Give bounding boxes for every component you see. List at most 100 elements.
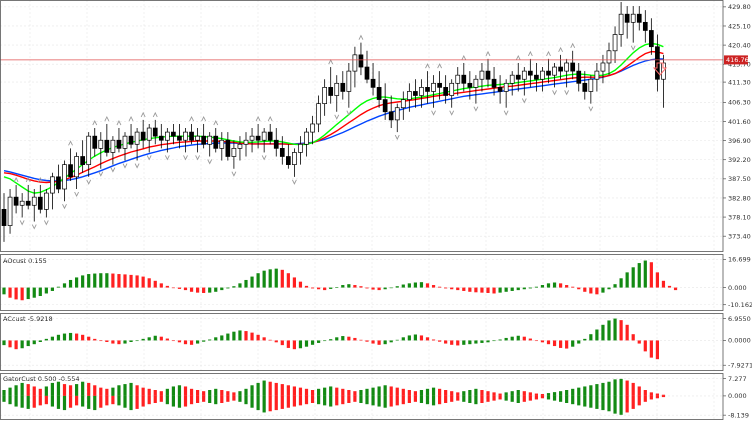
gator-bar xyxy=(643,395,647,402)
ac-bar xyxy=(165,338,169,341)
gator-bar xyxy=(32,395,36,408)
ac-bar xyxy=(510,336,514,341)
ac-bar xyxy=(310,340,315,345)
gator-bar xyxy=(480,395,484,403)
gator-bar xyxy=(147,395,151,405)
bear-candle xyxy=(576,70,582,84)
ac-bar xyxy=(286,340,290,348)
gator-bar xyxy=(353,391,357,396)
fractal-up-icon xyxy=(25,176,31,183)
bull-candle xyxy=(249,135,255,141)
ao-bar xyxy=(389,287,393,289)
gator-bar xyxy=(546,393,551,396)
gator-bar xyxy=(389,386,393,396)
fractal-up-icon xyxy=(267,115,273,122)
gator-bar xyxy=(401,395,405,405)
ac-frame xyxy=(0,313,724,371)
fractal-up-icon xyxy=(13,176,19,183)
ao-bar xyxy=(383,287,387,290)
price-tick-label: 429.80 xyxy=(728,3,751,11)
ac-bar xyxy=(141,338,145,341)
gator-bar xyxy=(56,395,61,409)
ac-bar xyxy=(38,340,42,342)
ao-bar xyxy=(347,284,351,288)
ac-bar xyxy=(105,340,109,342)
ac-bar xyxy=(601,324,605,341)
bull-candle xyxy=(419,87,424,96)
ao-bar xyxy=(129,274,133,288)
price-tick-label: 387.50 xyxy=(728,175,751,183)
gator-bar xyxy=(26,395,30,409)
ao-bar xyxy=(565,285,569,288)
bear-candle xyxy=(636,13,642,23)
fractal-up-icon xyxy=(437,63,443,69)
ao-bar xyxy=(202,287,206,293)
ac-bar xyxy=(401,337,405,341)
bull-candle xyxy=(292,152,297,165)
gator-bar xyxy=(468,390,472,396)
gator-bar xyxy=(522,391,526,396)
gator-bar xyxy=(583,395,587,407)
bear-candle xyxy=(497,87,503,92)
gator-bar xyxy=(196,395,200,403)
gator-bar xyxy=(589,385,593,396)
current-price-box: 416.76 xyxy=(724,55,749,65)
ac-bar xyxy=(613,318,617,341)
ac-bar xyxy=(347,336,351,341)
ac-bar xyxy=(274,340,278,343)
bull-candle xyxy=(352,54,358,72)
price-tick-label: 392.20 xyxy=(728,156,751,164)
gator-bar xyxy=(559,391,563,396)
gator-bar xyxy=(20,382,24,396)
bear-candle xyxy=(68,164,73,178)
bear-candle xyxy=(286,156,291,165)
gator-bar xyxy=(546,395,551,400)
ac-panel[interactable]: ACcust -5.9218 6.9550 0.0000 -7.9271 xyxy=(0,313,752,371)
gator-bar xyxy=(38,388,42,396)
ma-blue-line xyxy=(3,58,664,182)
gator-bar xyxy=(196,390,200,396)
gator-bar xyxy=(438,388,442,396)
ac-bar xyxy=(480,340,484,343)
gator-bar xyxy=(298,387,303,396)
ao-bar xyxy=(32,287,36,298)
ac-title: ACcust -5.9218 xyxy=(3,315,53,323)
gator-bar xyxy=(462,395,466,402)
gator-bar xyxy=(534,395,538,400)
ao-bar xyxy=(583,287,587,292)
gator-bar xyxy=(250,385,254,396)
ac-bar xyxy=(117,340,121,345)
ac-bar xyxy=(62,333,67,341)
candlesticks xyxy=(1,2,666,242)
ao-frame xyxy=(0,254,724,311)
fractal-down-icon xyxy=(98,171,104,177)
ac-bar xyxy=(135,340,139,342)
ac-bar xyxy=(20,340,24,349)
ac-bar xyxy=(226,333,230,341)
gator-bar xyxy=(75,395,79,406)
bear-candle xyxy=(437,82,442,88)
fractal-down-icon xyxy=(552,90,557,96)
ac-bar xyxy=(8,340,12,348)
price-panel[interactable]: 429.80 425.10 420.40 415.70 411.30 406.30 401.… xyxy=(0,0,751,252)
ao-panel[interactable]: AOcust 0.155 16.699 0.000 -10.162 xyxy=(0,254,752,311)
ac-bar xyxy=(425,337,430,341)
gator-bar xyxy=(56,381,61,396)
ac-bar xyxy=(32,340,36,345)
bear-candle xyxy=(546,70,551,76)
gator-bar xyxy=(2,395,6,402)
ac-bar xyxy=(444,340,448,344)
bear-candle xyxy=(413,91,418,96)
gator-bar xyxy=(571,388,575,396)
gator-bar xyxy=(589,395,593,408)
bear-candle xyxy=(128,135,134,145)
ac-bar xyxy=(159,336,163,341)
gator-bar xyxy=(425,388,430,396)
ao-bar xyxy=(214,287,218,292)
ao-bar xyxy=(165,285,169,288)
fractal-down-icon xyxy=(164,155,170,161)
gator-bar xyxy=(81,395,85,407)
